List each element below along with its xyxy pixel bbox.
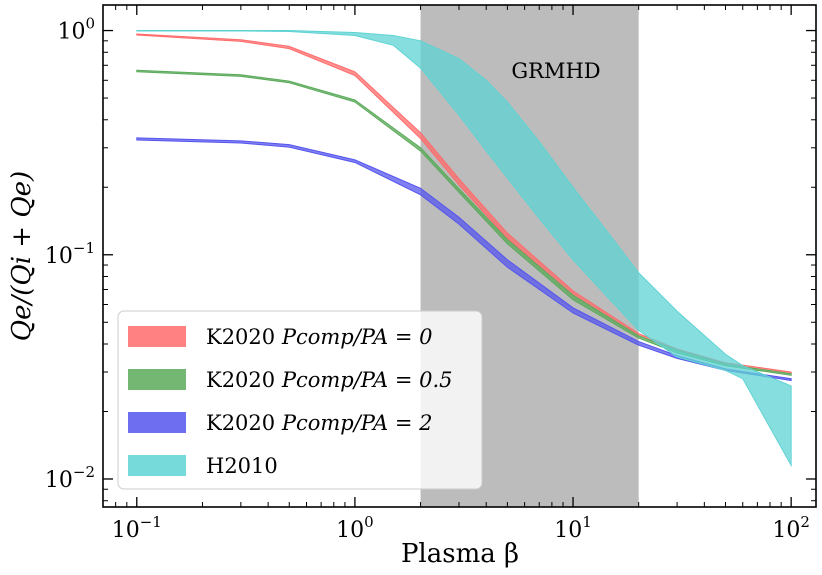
legend-swatch-1	[128, 369, 186, 390]
x-tick-base: 10	[112, 518, 140, 543]
series-band-3	[136, 30, 792, 468]
legend-label-math: Pcomp/PA = 0.5	[281, 368, 453, 392]
y-tick-label-0: 10−2	[45, 463, 95, 493]
legend-label-math: Pcomp/PA = 0	[281, 325, 433, 349]
series-band-1	[136, 69, 792, 376]
x-tick-base: 10	[772, 518, 800, 543]
y-axis-title-text: Qe/(Qi + Qe)	[7, 171, 37, 341]
legend-label-math: Pcomp/PA = 2	[281, 411, 433, 435]
y-tick-base: 10	[45, 468, 73, 493]
x-tick-label-0: 10−1	[112, 513, 162, 543]
legend-label-plain: H2010	[206, 454, 278, 478]
legend-swatch-0	[128, 326, 186, 347]
y-tick-base: 10	[45, 244, 73, 269]
x-tick-exp: 2	[800, 513, 810, 531]
x-tick-exp: 0	[364, 513, 374, 531]
legend-swatch-3	[128, 455, 186, 476]
y-axis-title: Qe/(Qi + Qe)	[7, 171, 37, 341]
x-tick-base: 10	[554, 518, 582, 543]
x-tick-exp: −1	[140, 513, 162, 531]
y-tick-exp: 0	[85, 15, 95, 33]
x-tick-label-2: 101	[554, 513, 592, 543]
x-axis-title: Plasma β	[401, 539, 519, 569]
legend-label-plain: K2020	[206, 411, 282, 435]
legend-label-3: H2010	[206, 454, 278, 478]
y-tick-exp: −2	[73, 463, 95, 481]
y-tick-base: 10	[57, 20, 85, 45]
grmhd-annotation: GRMHD	[511, 59, 600, 83]
x-axis-title-text: Plasma β	[401, 539, 519, 569]
x-tick-exp: 1	[582, 513, 592, 531]
y-tick-label-1: 10−1	[45, 239, 95, 269]
legend-label-2: K2020 Pcomp/PA = 2	[206, 411, 432, 435]
series-band-2	[136, 137, 792, 382]
legend-swatch-2	[128, 412, 186, 433]
x-tick-base: 10	[336, 518, 364, 543]
legend-label-plain: K2020	[206, 368, 282, 392]
legend-label-1: K2020 Pcomp/PA = 0.5	[206, 368, 453, 392]
x-tick-label-3: 102	[772, 513, 810, 543]
legend-label-plain: K2020	[206, 325, 282, 349]
x-tick-label-1: 100	[336, 513, 374, 543]
y-tick-exp: −1	[73, 239, 95, 257]
legend-box	[117, 310, 483, 490]
legend-label-0: K2020 Pcomp/PA = 0	[206, 325, 432, 349]
y-tick-label-2: 100	[57, 15, 95, 45]
plot-frame	[102, 4, 817, 508]
